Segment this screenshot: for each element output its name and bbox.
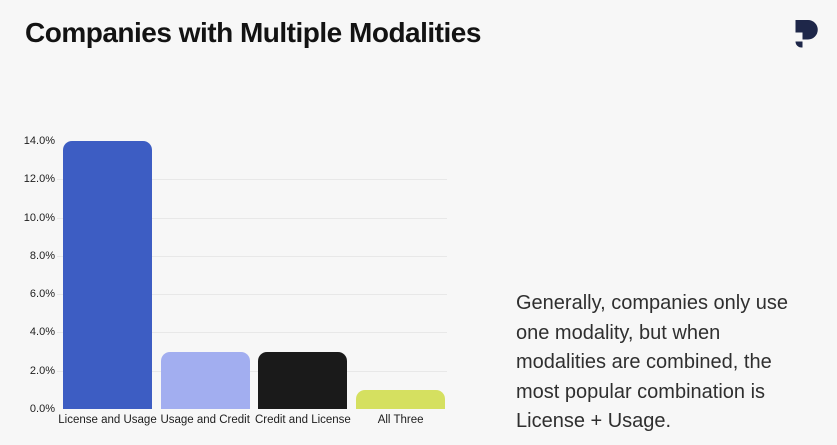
gridline — [57, 370, 447, 372]
y-axis-tick-label: 4.0% — [29, 326, 55, 339]
y-axis-tick-label: 14.0% — [23, 135, 55, 147]
y-axis-tick-label: 2.0% — [29, 364, 55, 377]
annotation-line: Generally, companies only use — [516, 292, 788, 314]
y-axis-tick-label: 12.0% — [23, 173, 55, 186]
bar-usage-and-credit — [160, 351, 250, 409]
x-axis-category-label: License and Usage — [58, 414, 157, 426]
y-axis-tick-label: 8.0% — [29, 249, 55, 262]
annotation-line: modalities are combined, the — [516, 351, 772, 373]
bar-all-three — [356, 389, 446, 409]
chart-annotation: Generally, companies only use one modalit… — [516, 289, 788, 437]
x-axis-category-label: All Three — [377, 414, 424, 426]
y-axis-tick-label: 6.0% — [29, 288, 55, 301]
x-axis-category-label: Credit and License — [254, 414, 351, 426]
x-axis-category-label: Usage and Credit — [160, 414, 250, 426]
bar-license-and-usage — [63, 141, 152, 409]
gridline — [57, 294, 447, 296]
gridline — [57, 332, 447, 334]
gridline — [57, 255, 447, 257]
y-axis-tick-label: 10.0% — [23, 211, 55, 224]
brand-logo-icon — [794, 20, 819, 48]
y-axis-tick-label: 0.0% — [29, 403, 55, 415]
annotation-line: License + Usage. — [516, 410, 672, 432]
page-title: Companies with Multiple Modalities — [25, 17, 481, 48]
gridline — [57, 179, 447, 181]
annotation-line: one modality, but when — [516, 321, 721, 344]
gridline — [57, 217, 447, 219]
annotation-line: most popular combination is — [516, 380, 766, 403]
bar-credit-and-license — [258, 351, 348, 409]
